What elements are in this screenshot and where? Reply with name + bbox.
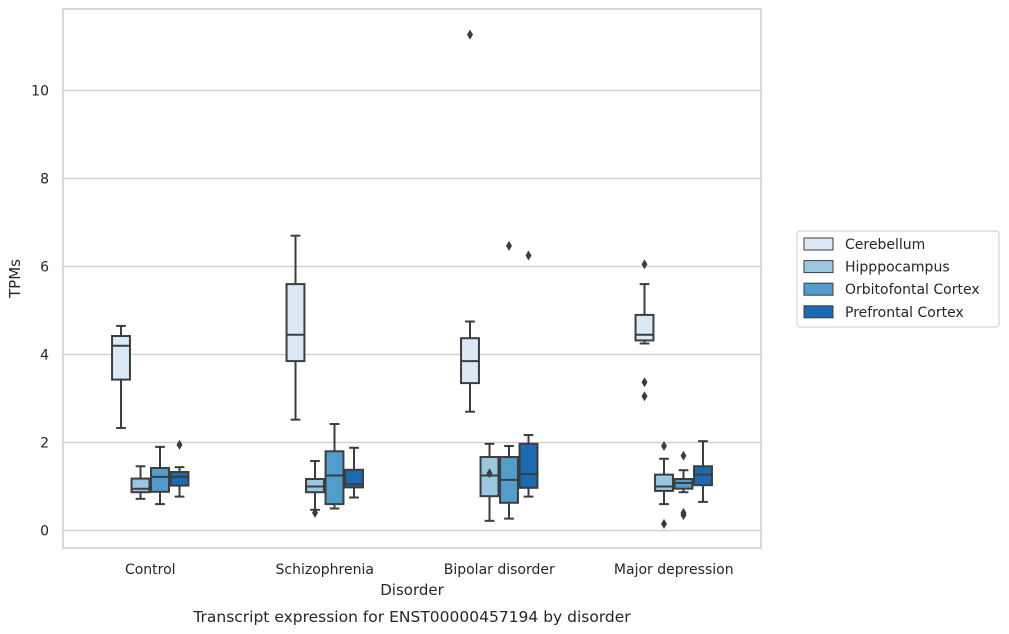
box-body — [654, 473, 674, 492]
box-2-1 — [479, 442, 500, 522]
legend-label: Orbitofontal Cortex — [845, 282, 980, 298]
y-tick-label: 10 — [31, 84, 49, 100]
box-body — [324, 450, 345, 506]
box-body — [693, 465, 713, 487]
legend-label: Hipppocampus — [845, 260, 950, 276]
y-tick-label: 8 — [40, 172, 49, 188]
box-body — [150, 467, 170, 493]
box-2-2 — [499, 240, 519, 520]
box-0-3 — [169, 439, 190, 498]
box-body — [344, 468, 364, 489]
x-tick-label: Schizophrenia — [276, 562, 374, 578]
box-body — [169, 470, 190, 487]
outlier-point — [661, 518, 667, 529]
x-tick-label: Control — [125, 562, 176, 578]
box-1-2 — [324, 423, 345, 510]
box-body — [130, 477, 151, 494]
outlier-point — [176, 439, 183, 450]
box-plots — [111, 29, 713, 529]
box-3-0 — [634, 259, 655, 402]
box-3-2 — [673, 450, 694, 521]
y-tick-label: 2 — [40, 436, 49, 452]
outlier-point — [486, 468, 493, 479]
box-body — [634, 313, 655, 342]
grid-lines — [63, 89, 761, 532]
y-tick-label: 6 — [40, 260, 49, 276]
y-tick-label: 4 — [40, 348, 49, 364]
box-3-3 — [693, 440, 713, 503]
outlier-point — [525, 250, 532, 261]
box-0-1 — [130, 465, 151, 500]
box-body — [111, 335, 131, 381]
box-2-0 — [460, 29, 480, 413]
box-0-2 — [150, 445, 170, 506]
legend-swatch — [803, 282, 834, 296]
box-1-1 — [305, 459, 325, 518]
box-body — [518, 442, 539, 489]
outlier-point — [641, 259, 648, 270]
box-3-1 — [654, 441, 674, 529]
outlier-point — [506, 240, 512, 251]
chart-caption: Transcript expression for ENST0000045719… — [192, 608, 631, 626]
outlier-point — [467, 29, 473, 40]
x-tick-labels: Control Schizophrenia Bipolar disorder Majo… — [125, 562, 734, 578]
x-tick-label: Bipolar disorder — [444, 562, 555, 578]
legend-label: Prefrontal Cortex — [845, 305, 964, 321]
box-1-0 — [285, 234, 306, 421]
y-tick-labels: 0 2 4 6 8 10 — [31, 84, 49, 540]
legend-frame — [796, 230, 1000, 328]
box-0-0 — [111, 324, 131, 429]
plot-frame — [62, 8, 762, 549]
x-tick-label: Major depression — [614, 562, 734, 578]
x-axis-title: Disorder — [380, 581, 444, 599]
legend-swatch — [803, 260, 834, 274]
outlier-point — [641, 391, 648, 402]
legend-swatch — [803, 305, 834, 319]
box-2-3 — [518, 250, 539, 498]
box-1-3 — [344, 446, 364, 499]
outlier-point — [312, 507, 318, 518]
outlier-point — [680, 510, 687, 521]
legend: Cerebellum Hipppocampus Orbitofontal Corte… — [796, 230, 1000, 328]
legend-label: Cerebellum — [845, 237, 925, 253]
box-body — [285, 283, 306, 363]
outlier-point — [680, 450, 687, 461]
y-axis-title: TPMs — [6, 259, 24, 299]
outlier-point — [661, 441, 667, 452]
legend-swatch — [803, 237, 834, 251]
outlier-point — [641, 377, 648, 388]
y-tick-label: 0 — [40, 524, 49, 540]
